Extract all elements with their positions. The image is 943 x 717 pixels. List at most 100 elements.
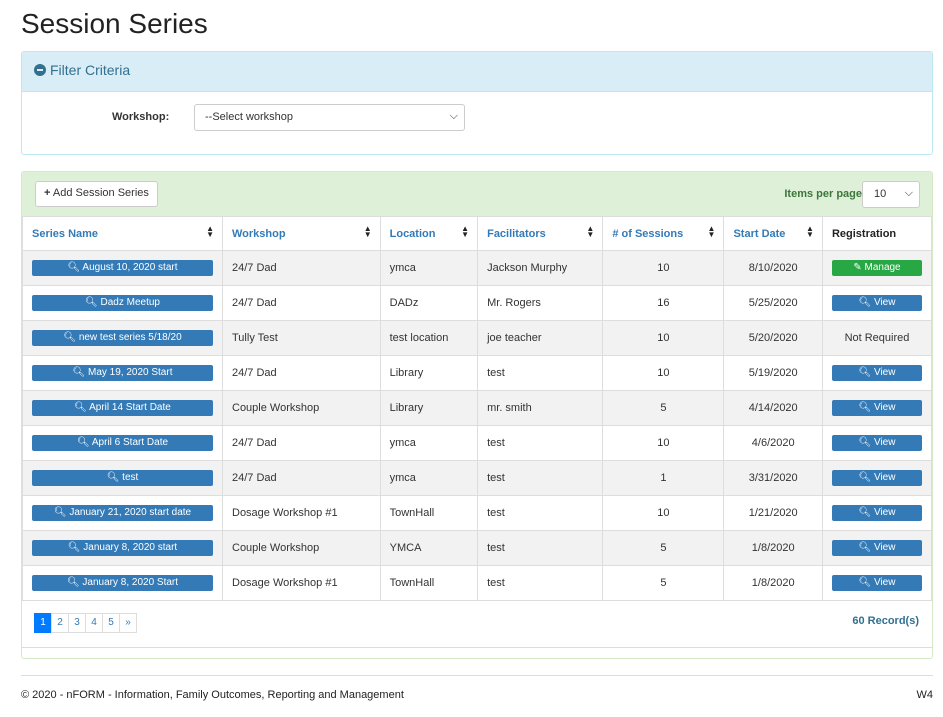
sort-icon[interactable]: ▲ ▼ (206, 224, 214, 239)
series-name-button[interactable]: 🔍︎ May 19, 2020 Start (32, 365, 213, 381)
add-session-series-button[interactable]: + Add Session Series (35, 181, 158, 207)
series-name: test (122, 472, 139, 483)
search-icon: 🔍︎ (66, 577, 80, 588)
page-button[interactable]: 3 (68, 613, 86, 633)
search-icon: 🔍︎ (72, 367, 86, 378)
series-name-cell: 🔍︎ January 21, 2020 start date (22, 495, 223, 531)
table-row: 🔍︎ Dadz Meetup 24/7 Dad DADz Mr. Rogers … (22, 285, 933, 321)
registration-cell: 🔍︎ View (821, 390, 933, 426)
series-name: January 8, 2020 Start (82, 577, 179, 588)
page-button[interactable]: 4 (85, 613, 103, 633)
series-table: Series Name ▲ ▼ Workshop ▲ ▼ Location ▲ ▼ Facilit… (22, 216, 933, 601)
series-name: April 14 Start Date (89, 402, 171, 413)
table-row: 🔍︎ May 19, 2020 Start 24/7 Dad Library t… (22, 355, 933, 391)
manage-button[interactable]: ✎ Manage (831, 260, 922, 276)
header-label: Workshop (232, 227, 286, 240)
table-row: 🔍︎ April 14 Start Date Couple Workshop L… (22, 390, 933, 426)
items-per-page-label: Items per page (784, 188, 862, 200)
location-cell: ymca (379, 250, 479, 286)
series-name-button[interactable]: 🔍︎ January 8, 2020 start (32, 540, 213, 556)
sort-icon[interactable]: ▲ ▼ (363, 224, 372, 239)
next-page-button[interactable]: » (119, 613, 137, 633)
column-header[interactable]: Series Name ▲ ▼ (22, 216, 223, 251)
column-header[interactable]: Start Date ▲ ▼ (723, 216, 823, 251)
sort-icon[interactable]: ▲ ▼ (461, 224, 470, 239)
view-button[interactable]: 🔍︎ View (831, 435, 922, 451)
workshop-cell: 24/7 Dad (222, 285, 381, 321)
series-name-button[interactable]: 🔍︎ Dadz Meetup (32, 295, 213, 311)
view-button[interactable]: 🔍︎ View (831, 400, 922, 416)
series-name: January 21, 2020 start date (69, 507, 192, 518)
view-button[interactable]: 🔍︎ View (831, 575, 922, 591)
view-button[interactable]: 🔍︎ View (831, 295, 922, 311)
registration-status: Not Required (844, 332, 910, 344)
series-name-button[interactable]: 🔍︎ new test series 5/18/20 (32, 330, 213, 346)
series-name: April 6 Start Date (91, 437, 169, 448)
sessions-cell: 5 (602, 565, 725, 601)
filter-panel: Filter Criteria Workshop: --Select works… (21, 51, 933, 155)
start-date-cell: 5/20/2020 (723, 320, 823, 356)
workshop-select[interactable]: --Select workshop ⌵ (194, 104, 465, 131)
search-icon: 🔍︎ (53, 507, 67, 518)
table-row: 🔍︎ August 10, 2020 start 24/7 Dad ymca J… (22, 250, 933, 286)
search-icon: 🔍︎ (858, 507, 872, 518)
search-icon: 🔍︎ (858, 297, 872, 308)
view-button[interactable]: 🔍︎ View (831, 540, 922, 556)
series-name-cell: 🔍︎ August 10, 2020 start (22, 250, 223, 286)
series-name-button[interactable]: 🔍︎ January 21, 2020 start date (32, 505, 213, 521)
search-icon: 🔍︎ (858, 437, 872, 448)
workshop-cell: Dosage Workshop #1 (222, 495, 381, 531)
view-button[interactable]: 🔍︎ View (831, 365, 922, 381)
column-header[interactable]: Workshop ▲ ▼ (222, 216, 381, 251)
page-title: Session Series (21, 8, 208, 39)
button-label: View (873, 297, 896, 308)
chevron-down-icon: ⌵ (904, 187, 913, 199)
facilitators-cell: test (477, 495, 604, 531)
registration-cell: ✎ Manage (821, 250, 933, 286)
sort-icon[interactable]: ▲ ▼ (707, 224, 716, 239)
sessions-cell: 10 (602, 250, 725, 286)
collapse-icon[interactable] (34, 64, 46, 76)
start-date-cell: 4/6/2020 (723, 425, 823, 461)
table-row: 🔍︎ January 8, 2020 Start Dosage Workshop… (22, 565, 933, 601)
series-name: January 8, 2020 start (83, 542, 178, 553)
start-date-cell: 3/31/2020 (723, 460, 823, 496)
facilitators-cell: mr. smith (477, 390, 604, 426)
series-name-button[interactable]: 🔍︎ January 8, 2020 Start (32, 575, 213, 591)
items-per-page-select[interactable]: 10 ⌵ (862, 181, 920, 208)
column-header[interactable]: Facilitators ▲ ▼ (477, 216, 604, 251)
workshop-cell: 24/7 Dad (222, 250, 381, 286)
sessions-cell: 5 (602, 390, 725, 426)
view-button[interactable]: 🔍︎ View (831, 470, 922, 486)
button-label: View (873, 437, 896, 448)
location-cell: ymca (379, 425, 479, 461)
workshop-cell: 24/7 Dad (222, 425, 381, 461)
footer-version: W4 (916, 689, 934, 701)
column-header[interactable]: # of Sessions ▲ ▼ (602, 216, 725, 251)
series-toolbar: + Add Session Series Items per page 10 ⌵ (22, 172, 932, 217)
sessions-cell: 5 (602, 530, 725, 566)
workshop-cell: Dosage Workshop #1 (222, 565, 381, 601)
page-button[interactable]: 2 (51, 613, 69, 633)
series-name-button[interactable]: 🔍︎ April 6 Start Date (32, 435, 213, 451)
series-name-button[interactable]: 🔍︎ August 10, 2020 start (32, 260, 213, 276)
column-header[interactable]: Location ▲ ▼ (379, 216, 479, 251)
search-icon: 🔍︎ (67, 262, 81, 273)
facilitators-cell: test (477, 565, 604, 601)
page-button[interactable]: 1 (34, 613, 52, 633)
series-name-button[interactable]: 🔍︎ April 14 Start Date (32, 400, 213, 416)
sort-icon[interactable]: ▲ ▼ (586, 224, 595, 239)
page-button[interactable]: 5 (102, 613, 120, 633)
series-name-button[interactable]: 🔍︎ test (32, 470, 213, 486)
filter-header[interactable]: Filter Criteria (22, 52, 932, 92)
sort-icon[interactable]: ▲ ▼ (806, 224, 814, 239)
location-cell: TownHall (379, 495, 479, 531)
facilitators-cell: Jackson Murphy (477, 250, 604, 286)
start-date-cell: 4/14/2020 (723, 390, 823, 426)
series-name: May 19, 2020 Start (87, 367, 173, 378)
location-cell: TownHall (379, 565, 479, 601)
series-name-cell: 🔍︎ Dadz Meetup (22, 285, 223, 321)
view-button[interactable]: 🔍︎ View (831, 505, 922, 521)
start-date-cell: 8/10/2020 (723, 250, 823, 286)
facilitators-cell: test (477, 530, 604, 566)
